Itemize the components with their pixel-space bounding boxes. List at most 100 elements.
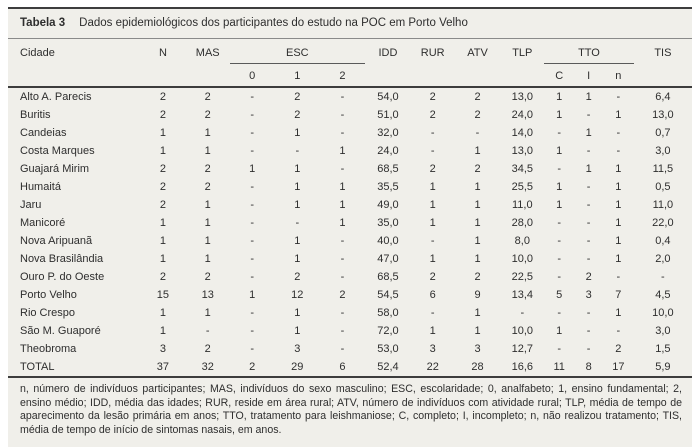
value-cell: 1 bbox=[204, 217, 211, 229]
value-cell: 1 bbox=[474, 145, 481, 157]
value-cell: 35,0 bbox=[377, 217, 399, 229]
value-cell: 29 bbox=[291, 361, 304, 373]
value-cell: - bbox=[250, 145, 254, 157]
colhead-tis: TIS bbox=[654, 47, 672, 59]
value-cell: 1 bbox=[204, 235, 211, 247]
value-cell: - bbox=[250, 343, 254, 355]
value-cell: 2,0 bbox=[655, 253, 671, 265]
value-cell: - bbox=[250, 181, 254, 193]
table-caption-text: Dados epidemiológicos dos participantes … bbox=[79, 17, 468, 29]
value-cell: 1 bbox=[159, 253, 166, 265]
table-header: Cidade N MAS ESC IDD RUR ATV TLP TTO TIS… bbox=[8, 39, 692, 87]
value-cell: 1 bbox=[615, 199, 622, 211]
value-cell: 2 bbox=[429, 91, 436, 103]
value-cell: 1 bbox=[474, 307, 481, 319]
value-cell: 22 bbox=[426, 361, 439, 373]
table-row: Jaru 2 1 - 1 1 49,0 1 1 11,0 1 - 1 11,0 bbox=[8, 196, 692, 214]
value-cell: 13,0 bbox=[652, 109, 674, 121]
value-cell: 1 bbox=[556, 109, 563, 121]
value-cell: - bbox=[586, 307, 591, 319]
value-cell: 34,5 bbox=[511, 163, 533, 175]
epidemiology-table-block: Tabela 3 Dados epidemiológicos dos partic… bbox=[8, 7, 692, 447]
value-cell: - bbox=[616, 127, 621, 139]
value-cell: 1 bbox=[339, 181, 346, 193]
value-cell: 2 bbox=[294, 91, 301, 103]
value-cell: 28 bbox=[471, 361, 484, 373]
value-cell: 1 bbox=[339, 145, 346, 157]
value-cell: 3,0 bbox=[655, 145, 671, 157]
value-cell: 2 bbox=[474, 91, 481, 103]
value-cell: 2 bbox=[204, 181, 211, 193]
value-cell: 1 bbox=[159, 145, 166, 157]
value-cell: 22,5 bbox=[511, 271, 533, 283]
value-cell: 1 bbox=[204, 307, 211, 319]
value-cell: 1 bbox=[615, 217, 622, 229]
value-cell: 1 bbox=[249, 289, 256, 301]
value-cell: - bbox=[250, 325, 254, 337]
value-cell: - bbox=[557, 343, 562, 355]
city-cell: Buritis bbox=[20, 109, 51, 121]
value-cell: 1,5 bbox=[655, 343, 671, 355]
city-cell: Theobroma bbox=[20, 343, 77, 355]
value-cell: 0,5 bbox=[655, 181, 671, 193]
value-cell: 1 bbox=[294, 199, 301, 211]
value-cell: - bbox=[616, 91, 621, 103]
value-cell: 7 bbox=[615, 289, 622, 301]
value-cell: 2 bbox=[294, 271, 301, 283]
table-row: Theobroma 3 2 - 3 - 53,0 3 3 12,7 - - 2 1,5 bbox=[8, 340, 692, 358]
value-cell: 2 bbox=[204, 343, 211, 355]
value-cell: 2 bbox=[204, 109, 211, 121]
value-cell: 6 bbox=[429, 289, 436, 301]
table-row: Nova Aripuanã 1 1 - 1 - 40,0 - 1 8,0 - - 1 0,4 bbox=[8, 232, 692, 250]
value-cell: 11,0 bbox=[511, 199, 533, 211]
value-cell: 1 bbox=[474, 217, 481, 229]
value-cell: - bbox=[557, 307, 562, 319]
value-cell: - bbox=[616, 271, 621, 283]
value-cell: 2 bbox=[159, 271, 166, 283]
value-cell: 8,0 bbox=[514, 235, 530, 247]
value-cell: 1 bbox=[204, 145, 211, 157]
colhead-mas: MAS bbox=[195, 47, 220, 59]
value-cell: 1 bbox=[159, 307, 166, 319]
value-cell: - bbox=[340, 91, 345, 103]
value-cell: 13,0 bbox=[511, 91, 533, 103]
value-cell: 3 bbox=[159, 343, 166, 355]
value-cell: - bbox=[430, 145, 435, 157]
colhead-atv: ATV bbox=[467, 47, 488, 59]
value-cell: 2 bbox=[429, 109, 436, 121]
value-cell: - bbox=[586, 145, 591, 157]
value-cell: 5 bbox=[556, 289, 563, 301]
value-cell: 16,6 bbox=[511, 361, 533, 373]
value-cell: 1 bbox=[556, 325, 563, 337]
value-cell: 1 bbox=[615, 163, 622, 175]
value-cell: - bbox=[340, 109, 345, 121]
colhead-tto-group: TTO bbox=[544, 39, 634, 64]
value-cell: - bbox=[430, 127, 435, 139]
colhead-tlp: TLP bbox=[512, 47, 533, 59]
city-cell: Porto Velho bbox=[20, 289, 77, 301]
colhead-esc-group: ESC bbox=[229, 39, 366, 64]
value-cell: 1 bbox=[294, 181, 301, 193]
value-cell: 10,0 bbox=[511, 325, 533, 337]
value-cell: 1 bbox=[474, 235, 481, 247]
colhead-esc-1: 1 bbox=[294, 69, 301, 82]
value-cell: 2 bbox=[159, 199, 166, 211]
value-cell: 12,7 bbox=[511, 343, 533, 355]
value-cell: 1 bbox=[474, 199, 481, 211]
value-cell: 58,0 bbox=[377, 307, 399, 319]
value-cell: 12 bbox=[291, 289, 304, 301]
value-cell: 1 bbox=[339, 199, 346, 211]
table-footnote: n, número de indivíduos participantes; M… bbox=[20, 383, 682, 436]
value-cell: 24,0 bbox=[377, 145, 399, 157]
value-cell: - bbox=[295, 217, 300, 229]
table-row: Guajará Mirim 2 2 1 1 - 68,5 2 2 34,5 - 1 1 11,5 bbox=[8, 160, 692, 178]
table-row: Candeias 1 1 - 1 - 32,0 - - 14,0 - 1 - 0,7 bbox=[8, 124, 692, 142]
value-cell: 1 bbox=[204, 199, 211, 211]
value-cell: - bbox=[586, 181, 591, 193]
value-cell: 1 bbox=[585, 127, 592, 139]
value-cell: 13 bbox=[201, 289, 214, 301]
value-cell: 1 bbox=[159, 127, 166, 139]
value-cell: 1 bbox=[429, 199, 436, 211]
value-cell: 3 bbox=[585, 289, 592, 301]
value-cell: - bbox=[557, 163, 562, 175]
